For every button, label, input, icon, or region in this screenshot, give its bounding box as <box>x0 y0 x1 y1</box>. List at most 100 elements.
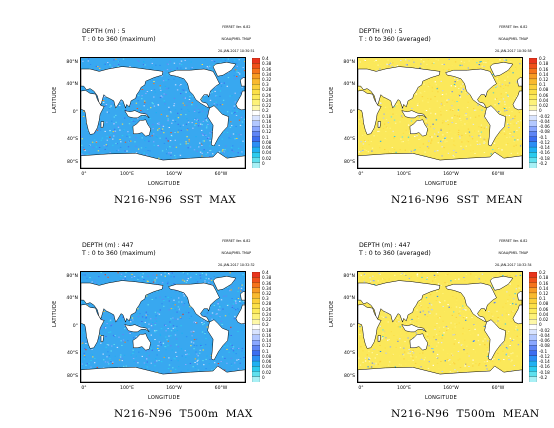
colorbar-label: 0 <box>539 322 542 328</box>
ferret-version: FERRET Ver. 6.82 <box>222 25 251 29</box>
colorbar-label: 0.2 <box>262 108 269 114</box>
colorbar-label: 0.2 <box>539 270 546 275</box>
x-tick-label: 60°W <box>491 172 505 177</box>
colorbar <box>252 58 260 168</box>
colorbar-label: 0.2 <box>262 322 269 328</box>
y-axis-label: LATITUDE <box>52 86 58 113</box>
x-tick-label: 0° <box>358 172 364 177</box>
colorbar-label: 0.24 <box>262 97 272 103</box>
depth-label: DEPTH (m) : 447 <box>359 242 411 249</box>
y-tick-label: 40°N <box>343 296 355 301</box>
y-tick-label: 0° <box>349 324 355 329</box>
colorbar-label: 0.32 <box>262 291 272 296</box>
ferret-version: FERRET Ver. 6.82 <box>499 25 528 29</box>
colorbar-label: 0.24 <box>262 311 272 317</box>
x-axis-label: LONGITUDE <box>425 395 458 401</box>
colorbar-label: 0.34 <box>262 71 272 77</box>
colorbar-label: -0.16 <box>539 150 550 156</box>
x-tick-label: 100°E <box>120 172 134 177</box>
map-panel-4: DEPTH (m) : 447 T : 0 to 360 (averaged) F… <box>277 214 554 428</box>
colorbar-label: 0.32 <box>262 77 272 82</box>
x-tick-label: 0° <box>358 386 364 391</box>
colorbar-label: 0.08 <box>262 139 272 145</box>
y-tick-label: 0° <box>349 110 355 115</box>
colorbar-label: -0.12 <box>539 139 550 145</box>
colorbar-label: 0.18 <box>262 327 272 333</box>
panel-title: N216-N96 T500m MAX <box>114 408 253 420</box>
y-tick-label: 40°S <box>343 137 355 142</box>
x-tick-label: 160°W <box>443 386 459 391</box>
colorbar-label: 0.14 <box>262 338 272 344</box>
colorbar-label: 0.18 <box>262 113 272 119</box>
y-tick-label: 40°S <box>66 137 78 142</box>
ferret-stamp: FERRET Ver. 6.82 NOAA/PMEL TMAP 20-JAN-2… <box>495 231 532 275</box>
colorbar-label: -0.16 <box>539 364 550 370</box>
time-label: T : 0 to 360 (averaged) <box>359 249 431 257</box>
colorbar-label: -0.06 <box>539 124 550 130</box>
colorbar-label: 0.08 <box>539 301 549 307</box>
colorbar-label: 0.26 <box>262 92 272 98</box>
depth-label: DEPTH (m) : 5 <box>359 28 403 35</box>
colorbar-label: -0.1 <box>539 134 548 140</box>
ferret-date: 20-JAN-2017 10:30:51 <box>218 49 255 53</box>
panel-header: DEPTH (m) : 447 T : 0 to 360 (averaged) <box>359 242 431 257</box>
y-tick-label: 40°S <box>66 351 78 356</box>
colorbar-label: 0.06 <box>262 145 272 150</box>
x-axis-label: LONGITUDE <box>148 181 181 187</box>
continents <box>358 62 522 168</box>
colorbar-label: 0.08 <box>539 87 549 93</box>
y-axis-label: LATITUDE <box>329 300 335 327</box>
colorbar-label: -0.06 <box>539 338 550 344</box>
x-tick-label: 60°W <box>214 386 228 391</box>
y-axis-label: LATITUDE <box>52 300 58 327</box>
x-tick-label: 100°E <box>397 386 411 391</box>
colorbar-label: -0.02 <box>539 327 550 333</box>
y-tick-label: 80°N <box>66 274 78 279</box>
ferret-org: NOAA/PMEL TMAP <box>221 37 252 41</box>
colorbar-label: 0.06 <box>539 92 549 98</box>
y-tick-label: 40°N <box>66 296 78 301</box>
colorbar-label: 0.14 <box>539 71 549 77</box>
colorbar-label: -0.18 <box>539 155 550 161</box>
ferret-version: FERRET Ver. 6.82 <box>499 239 528 243</box>
colorbar-label: 0.1 <box>539 296 546 302</box>
y-tick-label: 0° <box>72 110 78 115</box>
y-tick-label: 80°N <box>343 274 355 279</box>
continents <box>358 276 522 382</box>
y-tick-label: 80°S <box>343 160 355 165</box>
world-map <box>357 271 523 383</box>
time-label: T : 0 to 360 (maximum) <box>82 249 156 257</box>
colorbar-label: -0.2 <box>539 374 548 380</box>
colorbar-label: 0.16 <box>539 280 549 286</box>
y-tick-label: 40°S <box>343 351 355 356</box>
colorbar-label: 0.16 <box>262 332 272 338</box>
colorbar-label: 0.34 <box>262 285 272 291</box>
depth-label: DEPTH (m) : 5 <box>82 28 126 35</box>
x-tick-label: 160°W <box>443 172 459 177</box>
colorbar-label: -0.18 <box>539 369 550 375</box>
continents <box>81 62 245 168</box>
colorbar-label: -0.08 <box>539 129 550 135</box>
panel-header: DEPTH (m) : 447 T : 0 to 360 (maximum) <box>82 242 156 257</box>
ferret-stamp: FERRET Ver. 6.82 NOAA/PMEL TMAP 20-JAN-2… <box>218 17 255 61</box>
colorbar-label: 0.02 <box>539 317 549 323</box>
time-label: T : 0 to 360 (averaged) <box>359 35 431 43</box>
colorbar-label: 0 <box>539 108 542 114</box>
colorbar-label: 0.14 <box>262 124 272 130</box>
colorbar-label: 0.26 <box>262 306 272 312</box>
y-axis-label: LATITUDE <box>329 86 335 113</box>
x-axis-label: LONGITUDE <box>425 181 458 187</box>
x-tick-label: 100°E <box>397 172 411 177</box>
depth-label: DEPTH (m) : 447 <box>82 242 134 249</box>
colorbar <box>529 58 537 168</box>
map-panel-3: DEPTH (m) : 447 T : 0 to 360 (maximum) FE… <box>0 214 277 428</box>
colorbar-label: 0.12 <box>262 343 272 349</box>
colorbar-label: 0.04 <box>539 97 549 103</box>
colorbar-label: 0.38 <box>262 275 272 281</box>
colorbar-label: 0.36 <box>262 66 272 72</box>
colorbar-label: 0.16 <box>262 118 272 124</box>
colorbar-label: 0.1 <box>262 348 269 354</box>
x-tick-label: 100°E <box>120 386 134 391</box>
